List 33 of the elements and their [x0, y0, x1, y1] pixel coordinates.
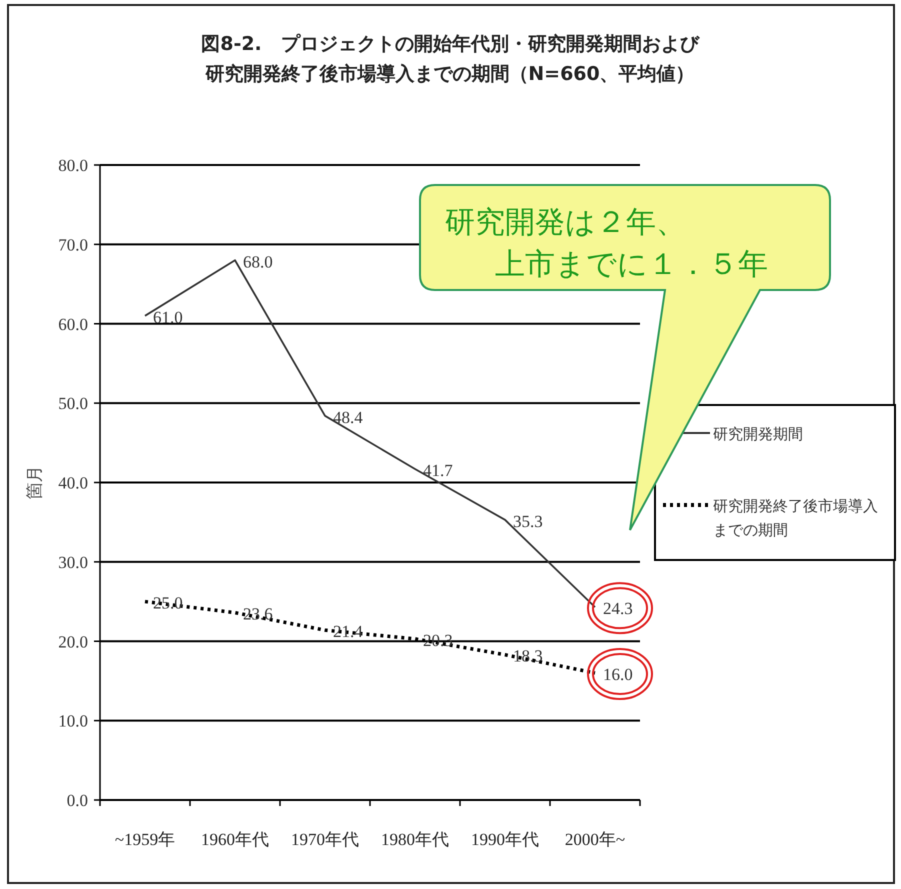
x-tick-label: 1970年代 — [291, 830, 359, 849]
data-label: 24.3 — [603, 599, 633, 618]
legend-label: 研究開発終了後市場導入までの期間 — [713, 497, 878, 539]
y-tick-label: 50.0 — [58, 394, 88, 414]
y-tick-label: 0.0 — [66, 791, 88, 810]
y-tick-label: 80.0 — [58, 156, 88, 175]
chart-subtitle: 研究開発終了後市場導入までの期間（N=660、平均値） — [204, 63, 695, 85]
data-label: 16.0 — [603, 665, 633, 684]
data-label: 35.3 — [513, 512, 543, 531]
y-tick-label: 70.0 — [58, 235, 88, 254]
data-label: 68.0 — [243, 252, 273, 272]
data-label: 21.4 — [333, 622, 364, 642]
annotation: 上市までに１．５年 — [495, 247, 768, 282]
x-tick-label: 1990年代 — [471, 830, 539, 849]
y-axis-title: 箇月 — [25, 466, 44, 500]
y-tick-label: 30.0 — [58, 552, 88, 572]
data-label: 18.3 — [513, 646, 543, 666]
data-label: 25.0 — [153, 594, 183, 613]
data-label: 23.6 — [243, 604, 273, 624]
legend-label: 研究開発期間 — [713, 425, 803, 443]
annotation: 研究開発は２年、 — [445, 205, 686, 240]
x-tick-label: ~1959年 — [114, 830, 176, 849]
x-tick-label: 1960年代 — [201, 830, 269, 849]
data-label: 41.7 — [423, 461, 454, 480]
x-tick-label: 1980年代 — [381, 830, 449, 849]
y-tick-label: 10.0 — [58, 712, 88, 731]
chart-title: 図8-2. プロジェクトの開始年代別・研究開発期間および — [201, 33, 700, 55]
y-tick-label: 20.0 — [58, 632, 88, 652]
y-tick-label: 60.0 — [58, 314, 88, 334]
x-tick-label: 2000年~ — [564, 830, 626, 849]
data-label: 48.4 — [333, 408, 364, 427]
y-tick-label: 40.0 — [58, 474, 88, 492]
data-label: 61.0 — [153, 308, 183, 327]
